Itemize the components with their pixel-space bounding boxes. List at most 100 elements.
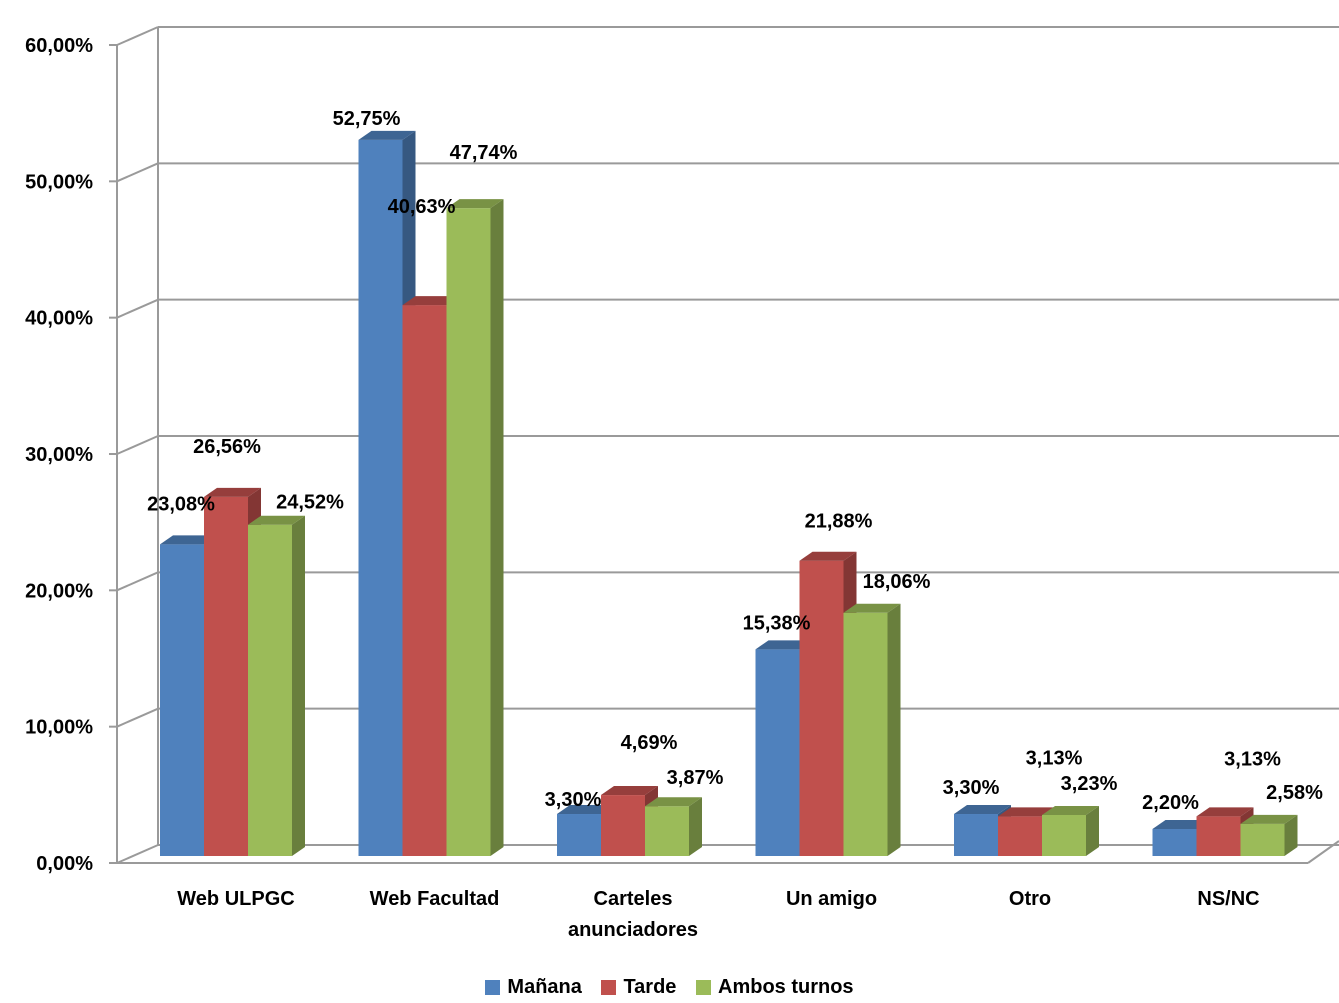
data-label: 52,75%	[333, 108, 401, 130]
x-tick-label-line: Otro	[1009, 888, 1051, 910]
bar-Ambos turnos-3	[843, 603, 901, 856]
bar-top	[446, 199, 504, 209]
x-tick-label: Otro	[1009, 888, 1051, 910]
bar-Mañana-3	[755, 640, 813, 856]
bar-front	[843, 612, 888, 856]
gridline-diagonal	[116, 435, 159, 455]
bar-side	[1086, 805, 1099, 856]
bar-top	[1152, 820, 1210, 830]
legend-item-tarde: Tarde	[601, 976, 676, 999]
data-label: 3,13%	[1224, 748, 1281, 770]
bar-front	[446, 208, 491, 857]
data-label: 47,74%	[450, 142, 518, 164]
legend: Mañana Tarde Ambos turnos	[0, 976, 1339, 1001]
bar-top	[755, 640, 813, 650]
data-label: 3,30%	[943, 777, 1000, 799]
bar-front	[601, 795, 645, 856]
x-tick-label: Un amigo	[786, 888, 877, 910]
x-tick-label-line: Web ULPGC	[177, 888, 294, 910]
bar-top	[954, 805, 1011, 815]
bar-front	[557, 814, 601, 856]
data-label: 4,69%	[621, 732, 678, 754]
bar-front	[799, 560, 844, 856]
gridline-diagonal	[116, 298, 159, 319]
y-tick-label: 20,00%	[25, 580, 93, 602]
data-label: 3,13%	[1026, 747, 1083, 769]
bar-front	[1240, 823, 1285, 856]
data-label: 3,23%	[1061, 773, 1118, 795]
y-tick-label: 30,00%	[25, 444, 93, 466]
data-label: 3,30%	[545, 789, 602, 811]
bar-front	[954, 814, 998, 856]
bar-side	[689, 797, 702, 856]
bar-Ambos turnos-1	[446, 199, 504, 857]
bar-top	[645, 797, 702, 807]
x-tick-label: Carteles anunciadores	[568, 888, 698, 941]
legend-swatch-tarde	[601, 980, 617, 995]
data-labels: 23,08% 26,56% 24,52% 52,75% 40,63% 47,74% 3,30…	[147, 108, 1323, 814]
y-tick-label: 50,00%	[25, 171, 93, 193]
bar-front	[402, 305, 447, 857]
bar-Ambos turnos-0	[248, 515, 305, 856]
data-label: 40,63%	[388, 196, 456, 218]
bar-front	[1042, 814, 1086, 856]
gridline-diagonal	[116, 26, 159, 46]
gridlines	[109, 26, 1339, 864]
data-label: 23,08%	[147, 493, 215, 515]
bar-front	[998, 816, 1042, 856]
bar-Ambos turnos-4	[1042, 805, 1099, 856]
bar-front	[1152, 829, 1197, 856]
x-axis-labels: Web ULPGC Web Facultad Carteles anunciadore…	[177, 888, 1259, 941]
y-tick-label: 40,00%	[25, 308, 93, 330]
bar-top	[358, 130, 416, 140]
data-label: 15,38%	[743, 612, 811, 634]
bar-top	[601, 786, 658, 796]
x-tick-label-line: Carteles	[594, 888, 673, 910]
data-label: 21,88%	[805, 511, 873, 533]
bar-top	[204, 487, 261, 497]
bar-top	[160, 535, 217, 545]
bar-top	[843, 603, 901, 613]
x-tick-label: Web ULPGC	[177, 888, 294, 910]
bar-front	[645, 806, 689, 856]
bar-Ambos turnos-5	[1240, 814, 1298, 856]
bar-top	[1240, 814, 1298, 824]
data-label: 2,20%	[1142, 792, 1199, 814]
legend-label-manana: Mañana	[507, 976, 582, 998]
bar-Ambos turnos-2	[645, 797, 702, 856]
bar-top	[799, 551, 857, 561]
legend-item-manana: Mañana	[485, 976, 582, 999]
bar-side	[1284, 814, 1298, 856]
bar-front	[160, 544, 204, 856]
data-label: 26,56%	[193, 436, 261, 458]
x-tick-label-line: Web Facultad	[370, 888, 500, 910]
y-tick-label: 60,00%	[25, 35, 93, 57]
x-tick-label: NS/NC	[1197, 888, 1259, 910]
y-tick-label: 10,00%	[25, 717, 93, 739]
bar-top	[1196, 807, 1254, 817]
data-label: 24,52%	[276, 492, 344, 514]
bar-side	[490, 199, 504, 857]
legend-label-tarde: Tarde	[623, 976, 677, 998]
data-label: 3,87%	[667, 767, 724, 789]
bar-top	[248, 515, 305, 525]
x-tick-label-line: anunciadores	[568, 919, 698, 941]
bar-side	[292, 515, 305, 856]
bar-top	[998, 807, 1055, 817]
bar-front	[204, 496, 248, 856]
x-tick-label-line: Un amigo	[786, 888, 877, 910]
y-tick-label: 0,00%	[36, 853, 93, 875]
gridline-diagonal	[116, 707, 159, 728]
bar-front	[358, 139, 403, 856]
bar-top	[402, 296, 460, 306]
bar-front	[755, 649, 800, 856]
legend-swatch-ambos	[696, 980, 711, 995]
legend-swatch-manana	[485, 980, 501, 995]
x-tick-label: Web Facultad	[370, 888, 500, 910]
bars	[160, 130, 1298, 857]
gridline-diagonal	[116, 162, 159, 183]
gridline-diagonal	[116, 844, 159, 864]
bar-top	[1042, 805, 1099, 815]
legend-item-ambos: Ambos turnos	[696, 976, 854, 999]
